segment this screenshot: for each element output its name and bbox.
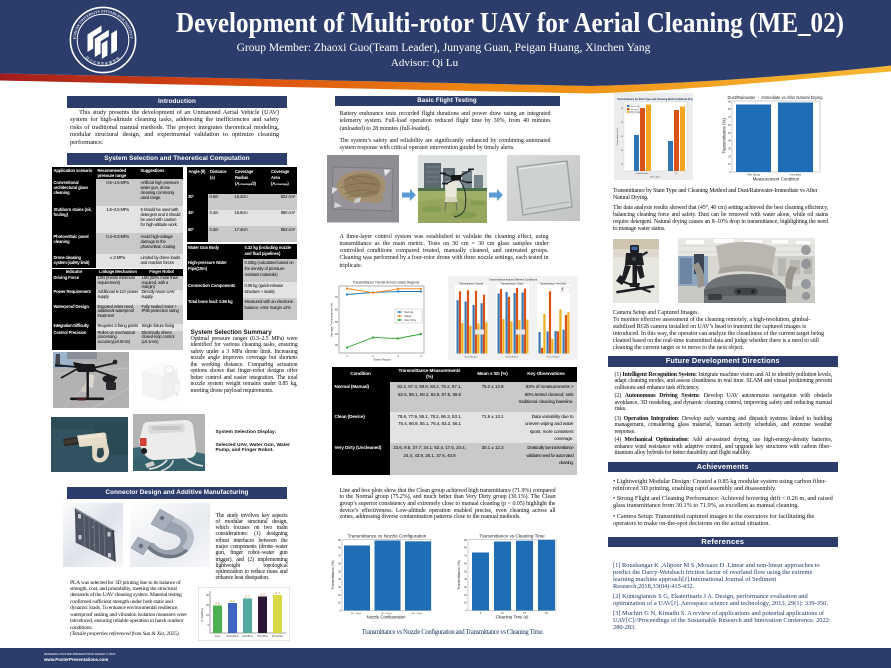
svg-text:Measurement Condition: Measurement Condition bbox=[753, 177, 800, 182]
svg-text:60° / 30cm: 60° / 30cm bbox=[412, 613, 423, 615]
svg-text:0: 0 bbox=[340, 609, 342, 613]
svg-text:20: 20 bbox=[338, 593, 341, 597]
svg-text:Glass Region: Glass Region bbox=[464, 356, 478, 358]
svg-text:90: 90 bbox=[338, 538, 341, 542]
svg-text:Transmittance: Very Dirty: Transmittance: Very Dirty bbox=[540, 282, 568, 285]
svg-text:15: 15 bbox=[206, 613, 209, 617]
svg-text:Glass Region: Glass Region bbox=[373, 357, 391, 361]
svg-text:70: 70 bbox=[621, 122, 624, 124]
svg-text:Transmittance Across Different: Transmittance Across Different Condition… bbox=[489, 277, 538, 281]
svg-text:40: 40 bbox=[464, 577, 467, 581]
svg-text:SICHUAN UNIVERSITY PITTSBURG: SICHUAN UNIVERSITY PITTSBURGH INSTITUTE bbox=[69, 6, 134, 39]
svg-text:70: 70 bbox=[728, 115, 731, 119]
svg-text:34.77: 34.77 bbox=[275, 592, 282, 595]
svg-text:90: 90 bbox=[621, 108, 624, 110]
svg-text:50: 50 bbox=[464, 570, 467, 574]
svg-text:Immediate: Immediate bbox=[790, 174, 802, 177]
svg-text:Transmittance (%): Transmittance (%) bbox=[457, 560, 461, 589]
svg-text:Transmittance vs Nozzle Config: Transmittance vs Nozzle Configuration bbox=[348, 534, 427, 539]
svg-text:30: 30 bbox=[621, 150, 624, 152]
svg-text:30: 30 bbox=[338, 585, 341, 589]
svg-text:10: 10 bbox=[338, 601, 341, 605]
svg-text:60: 60 bbox=[728, 123, 731, 127]
svg-text:ZrO₂/PLA: ZrO₂/PLA bbox=[272, 634, 283, 638]
svg-text:30: 30 bbox=[335, 343, 339, 347]
svg-text:Oil: Oil bbox=[675, 173, 678, 175]
svg-text:80: 80 bbox=[338, 546, 341, 550]
svg-text:Transmittance (%): Transmittance (%) bbox=[722, 118, 727, 154]
svg-text:Nozzle Configuration: Nozzle Configuration bbox=[367, 615, 407, 620]
svg-text:45° / 40cm: 45° / 40cm bbox=[381, 613, 392, 615]
svg-text:10: 10 bbox=[464, 601, 467, 605]
svg-text:ZnO/PLA: ZnO/PLA bbox=[242, 634, 253, 638]
svg-text:40: 40 bbox=[728, 139, 731, 143]
svg-text:31.27: 31.27 bbox=[245, 596, 252, 599]
svg-text:Cleaning Time (s): Cleaning Time (s) bbox=[496, 615, 529, 620]
svg-text:10: 10 bbox=[728, 162, 731, 166]
svg-text:80: 80 bbox=[464, 546, 467, 550]
svg-text:60: 60 bbox=[335, 307, 339, 311]
svg-text:70: 70 bbox=[338, 554, 341, 558]
svg-text:50: 50 bbox=[335, 320, 339, 324]
svg-text:15: 15 bbox=[523, 611, 526, 615]
svg-text:1: 1 bbox=[346, 354, 348, 358]
svg-text:40: 40 bbox=[338, 577, 341, 581]
svg-text:27.11: 27.11 bbox=[230, 600, 236, 603]
svg-text:5: 5 bbox=[208, 623, 210, 627]
svg-text:90: 90 bbox=[464, 538, 467, 542]
svg-text:PLA: PLA bbox=[215, 634, 220, 638]
svg-text:50: 50 bbox=[621, 136, 624, 138]
svg-text:10: 10 bbox=[621, 164, 624, 166]
svg-text:Normal: Normal bbox=[404, 310, 413, 314]
svg-text:30: 30 bbox=[464, 585, 467, 589]
svg-text:Transmittance by Stain Type an: Transmittance by Stain Type and Cleaning… bbox=[617, 98, 693, 101]
svg-text:20: 20 bbox=[728, 155, 731, 159]
svg-text:70: 70 bbox=[464, 554, 467, 558]
svg-text:Clean: Clean bbox=[404, 314, 412, 318]
svg-text:Dust/Rainwater: Dust/Rainwater bbox=[636, 172, 649, 175]
svg-text:TiO₂/PLA: TiO₂/PLA bbox=[257, 634, 268, 638]
svg-text:Transmittance Trends Across Gl: Transmittance Trends Across Glass Region… bbox=[353, 280, 420, 284]
svg-text:Glass Region: Glass Region bbox=[546, 356, 560, 358]
svg-text:Transmittance (%): Transmittance (%) bbox=[616, 128, 619, 146]
svg-text:25: 25 bbox=[206, 603, 209, 607]
svg-text:40: 40 bbox=[335, 332, 339, 336]
svg-text:Transmittance (%): Transmittance (%) bbox=[331, 560, 335, 589]
svg-text:30: 30 bbox=[728, 147, 731, 151]
svg-text:Very Dirty: Very Dirty bbox=[404, 318, 417, 322]
svg-text:Detergent: Detergent bbox=[631, 108, 639, 111]
svg-text:35: 35 bbox=[206, 593, 209, 597]
svg-text:0: 0 bbox=[730, 170, 732, 174]
svg-text:UTS(MPa): UTS(MPa) bbox=[200, 608, 204, 622]
svg-text:Transmittance vs Cleaning Time: Transmittance vs Cleaning Time bbox=[479, 534, 545, 539]
svg-text:After Drying: After Drying bbox=[747, 174, 760, 177]
svg-text:60: 60 bbox=[338, 562, 341, 566]
svg-text:0: 0 bbox=[466, 609, 468, 613]
svg-text:80: 80 bbox=[728, 107, 731, 111]
svg-text:70: 70 bbox=[335, 295, 339, 299]
svg-text:Average Transmittance (%): Average Transmittance (%) bbox=[330, 303, 334, 337]
svg-text:60: 60 bbox=[464, 562, 467, 566]
svg-text:4: 4 bbox=[420, 354, 422, 358]
svg-text:Stain Type: Stain Type bbox=[650, 176, 661, 179]
svg-text:2: 2 bbox=[372, 354, 374, 358]
svg-text:24.86: 24.86 bbox=[215, 603, 222, 606]
svg-text:50: 50 bbox=[338, 570, 341, 574]
svg-text:After Drying: After Drying bbox=[631, 111, 641, 114]
svg-text:50: 50 bbox=[728, 131, 731, 135]
svg-text:20: 20 bbox=[545, 611, 548, 615]
svg-text:5: 5 bbox=[480, 611, 482, 615]
svg-text:20: 20 bbox=[464, 593, 467, 597]
svg-text:Glass Region: Glass Region bbox=[505, 356, 519, 358]
svg-text:Dust/Rainwater - Immediate v: Dust/Rainwater - Immediate vs After Natu… bbox=[727, 95, 823, 100]
svg-text:Al₂O₃/PLA: Al₂O₃/PLA bbox=[226, 634, 238, 638]
svg-text:Transmittance: Clean: Transmittance: Clean bbox=[501, 282, 524, 285]
svg-text:3: 3 bbox=[397, 354, 399, 358]
svg-text:90: 90 bbox=[728, 100, 731, 104]
svg-text:10: 10 bbox=[501, 611, 504, 615]
svg-text:Transmittance: Normal: Transmittance: Normal bbox=[459, 282, 484, 285]
svg-text:Water Only: Water Only bbox=[631, 105, 640, 108]
svg-text:33.31: 33.31 bbox=[260, 594, 267, 597]
svg-text:30° / 30cm: 30° / 30cm bbox=[351, 613, 362, 615]
